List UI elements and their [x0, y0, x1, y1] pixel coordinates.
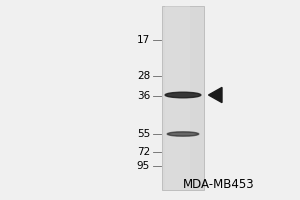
Text: 72: 72 [137, 147, 150, 157]
Text: 95: 95 [137, 161, 150, 171]
Bar [162, 6, 204, 190]
Text: 28: 28 [137, 71, 150, 81]
Ellipse shape [167, 132, 199, 136]
Text: 36: 36 [137, 91, 150, 101]
Bar [165, 6, 190, 190]
Text: MDA-MB453: MDA-MB453 [183, 178, 255, 190]
Ellipse shape [165, 92, 201, 98]
Polygon shape [208, 87, 222, 103]
Text: 17: 17 [137, 35, 150, 45]
Text: 55: 55 [137, 129, 150, 139]
